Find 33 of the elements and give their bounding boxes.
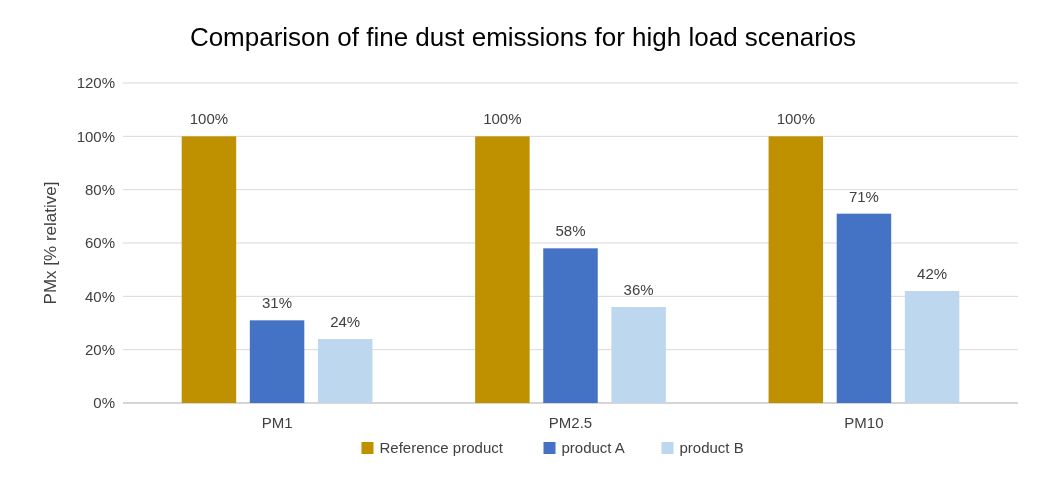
bar bbox=[904, 291, 960, 403]
data-label: 100% bbox=[189, 110, 229, 128]
data-label: 100% bbox=[776, 110, 816, 128]
data-label: 100% bbox=[483, 110, 522, 128]
legend-label: Reference product bbox=[379, 439, 504, 457]
chart-title: Comparison of fine dust emissions for high load scenarios bbox=[189, 22, 857, 52]
data-label: 71% bbox=[848, 187, 879, 205]
data-label: 36% bbox=[623, 281, 654, 298]
bar bbox=[475, 136, 530, 403]
bar bbox=[181, 136, 237, 403]
x-tick-label: PM2.5 bbox=[548, 414, 593, 431]
x-tick-label: PM1 bbox=[261, 414, 293, 431]
y-tick-label: 0% bbox=[93, 394, 115, 412]
x-tick-label: PM10 bbox=[844, 414, 884, 431]
data-label: 42% bbox=[917, 265, 948, 282]
y-tick-label: 20% bbox=[84, 340, 115, 358]
y-tick-label: 120% bbox=[76, 74, 115, 92]
bar bbox=[249, 320, 305, 403]
y-tick-label: 40% bbox=[84, 287, 115, 305]
y-tick-label: 80% bbox=[84, 180, 115, 198]
y-tick-label: 60% bbox=[84, 234, 115, 252]
bar bbox=[317, 339, 373, 403]
data-label: 31% bbox=[262, 294, 293, 312]
y-axis-title: PMx [% relative] bbox=[41, 181, 60, 305]
data-label: 58% bbox=[555, 222, 586, 240]
legend-label: product B bbox=[679, 439, 744, 457]
data-label: 24% bbox=[330, 313, 361, 330]
bar bbox=[611, 307, 666, 403]
legend-label: product A bbox=[561, 439, 625, 457]
bar bbox=[836, 213, 892, 403]
y-tick-label: 100% bbox=[76, 127, 115, 145]
bar bbox=[543, 248, 598, 403]
bar bbox=[768, 136, 824, 403]
